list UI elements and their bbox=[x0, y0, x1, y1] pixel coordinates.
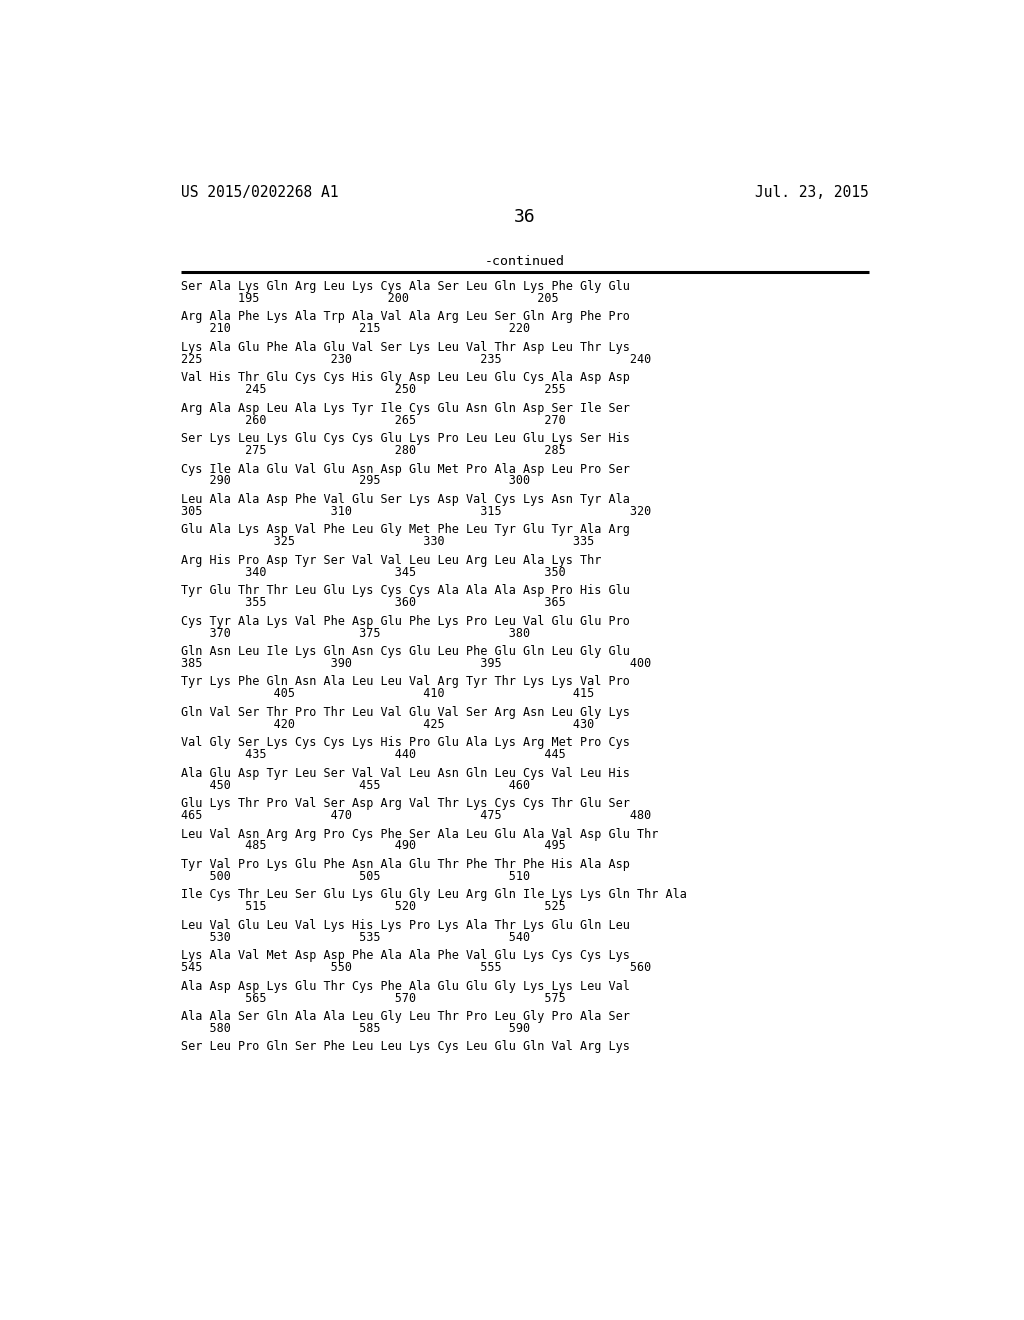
Text: Arg Ala Phe Lys Ala Trp Ala Val Ala Arg Leu Ser Gln Arg Phe Pro: Arg Ala Phe Lys Ala Trp Ala Val Ala Arg … bbox=[180, 310, 630, 323]
Text: Cys Ile Ala Glu Val Glu Asn Asp Glu Met Pro Ala Asp Leu Pro Ser: Cys Ile Ala Glu Val Glu Asn Asp Glu Met … bbox=[180, 462, 630, 475]
Text: Tyr Val Pro Lys Glu Phe Asn Ala Glu Thr Phe Thr Phe His Ala Asp: Tyr Val Pro Lys Glu Phe Asn Ala Glu Thr … bbox=[180, 858, 630, 871]
Text: Ala Glu Asp Tyr Leu Ser Val Val Leu Asn Gln Leu Cys Val Leu His: Ala Glu Asp Tyr Leu Ser Val Val Leu Asn … bbox=[180, 767, 630, 780]
Text: Val Gly Ser Lys Cys Cys Lys His Pro Glu Ala Lys Arg Met Pro Cys: Val Gly Ser Lys Cys Cys Lys His Pro Glu … bbox=[180, 737, 630, 750]
Text: 290                  295                  300: 290 295 300 bbox=[180, 474, 529, 487]
Text: 515                  520                  525: 515 520 525 bbox=[180, 900, 565, 913]
Text: Arg His Pro Asp Tyr Ser Val Val Leu Leu Arg Leu Ala Lys Thr: Arg His Pro Asp Tyr Ser Val Val Leu Leu … bbox=[180, 554, 601, 566]
Text: -continued: -continued bbox=[484, 255, 565, 268]
Text: 36: 36 bbox=[514, 209, 536, 227]
Text: 305                  310                  315                  320: 305 310 315 320 bbox=[180, 506, 651, 517]
Text: 385                  390                  395                  400: 385 390 395 400 bbox=[180, 657, 651, 671]
Text: Glu Ala Lys Asp Val Phe Leu Gly Met Phe Leu Tyr Glu Tyr Ala Arg: Glu Ala Lys Asp Val Phe Leu Gly Met Phe … bbox=[180, 524, 630, 536]
Text: Ser Lys Leu Lys Glu Cys Cys Glu Lys Pro Leu Leu Glu Lys Ser His: Ser Lys Leu Lys Glu Cys Cys Glu Lys Pro … bbox=[180, 432, 630, 445]
Text: 580                  585                  590: 580 585 590 bbox=[180, 1022, 529, 1035]
Text: 245                  250                  255: 245 250 255 bbox=[180, 383, 565, 396]
Text: 210                  215                  220: 210 215 220 bbox=[180, 322, 529, 335]
Text: 340                  345                  350: 340 345 350 bbox=[180, 566, 565, 578]
Text: Leu Val Glu Leu Val Lys His Lys Pro Lys Ala Thr Lys Glu Gln Leu: Leu Val Glu Leu Val Lys His Lys Pro Lys … bbox=[180, 919, 630, 932]
Text: Gln Val Ser Thr Pro Thr Leu Val Glu Val Ser Arg Asn Leu Gly Lys: Gln Val Ser Thr Pro Thr Leu Val Glu Val … bbox=[180, 706, 630, 719]
Text: Ser Ala Lys Gln Arg Leu Lys Cys Ala Ser Leu Gln Lys Phe Gly Glu: Ser Ala Lys Gln Arg Leu Lys Cys Ala Ser … bbox=[180, 280, 630, 293]
Text: 545                  550                  555                  560: 545 550 555 560 bbox=[180, 961, 651, 974]
Text: 260                  265                  270: 260 265 270 bbox=[180, 413, 565, 426]
Text: Ala Asp Asp Lys Glu Thr Cys Phe Ala Glu Glu Gly Lys Lys Leu Val: Ala Asp Asp Lys Glu Thr Cys Phe Ala Glu … bbox=[180, 979, 630, 993]
Text: 405                  410                  415: 405 410 415 bbox=[180, 688, 594, 701]
Text: Ile Cys Thr Leu Ser Glu Lys Glu Gly Leu Arg Gln Ile Lys Lys Gln Thr Ala: Ile Cys Thr Leu Ser Glu Lys Glu Gly Leu … bbox=[180, 888, 686, 902]
Text: Val His Thr Glu Cys Cys His Gly Asp Leu Leu Glu Cys Ala Asp Asp: Val His Thr Glu Cys Cys His Gly Asp Leu … bbox=[180, 371, 630, 384]
Text: 355                  360                  365: 355 360 365 bbox=[180, 597, 565, 609]
Text: US 2015/0202268 A1: US 2015/0202268 A1 bbox=[180, 185, 338, 201]
Text: 565                  570                  575: 565 570 575 bbox=[180, 991, 565, 1005]
Text: 225                  230                  235                  240: 225 230 235 240 bbox=[180, 352, 651, 366]
Text: 420                  425                  430: 420 425 430 bbox=[180, 718, 594, 731]
Text: 325                  330                  335: 325 330 335 bbox=[180, 536, 594, 548]
Text: 500                  505                  510: 500 505 510 bbox=[180, 870, 529, 883]
Text: 530                  535                  540: 530 535 540 bbox=[180, 931, 529, 944]
Text: 465                  470                  475                  480: 465 470 475 480 bbox=[180, 809, 651, 822]
Text: Leu Val Asn Arg Arg Pro Cys Phe Ser Ala Leu Glu Ala Val Asp Glu Thr: Leu Val Asn Arg Arg Pro Cys Phe Ser Ala … bbox=[180, 828, 658, 841]
Text: 275                  280                  285: 275 280 285 bbox=[180, 444, 565, 457]
Text: Ser Leu Pro Gln Ser Phe Leu Leu Lys Cys Leu Glu Gln Val Arg Lys: Ser Leu Pro Gln Ser Phe Leu Leu Lys Cys … bbox=[180, 1040, 630, 1053]
Text: Arg Ala Asp Leu Ala Lys Tyr Ile Cys Glu Asn Gln Asp Ser Ile Ser: Arg Ala Asp Leu Ala Lys Tyr Ile Cys Glu … bbox=[180, 401, 630, 414]
Text: 195                  200                  205: 195 200 205 bbox=[180, 292, 558, 305]
Text: 435                  440                  445: 435 440 445 bbox=[180, 748, 565, 762]
Text: 370                  375                  380: 370 375 380 bbox=[180, 627, 529, 640]
Text: Cys Tyr Ala Lys Val Phe Asp Glu Phe Lys Pro Leu Val Glu Glu Pro: Cys Tyr Ala Lys Val Phe Asp Glu Phe Lys … bbox=[180, 615, 630, 627]
Text: Lys Ala Glu Phe Ala Glu Val Ser Lys Leu Val Thr Asp Leu Thr Lys: Lys Ala Glu Phe Ala Glu Val Ser Lys Leu … bbox=[180, 341, 630, 354]
Text: Tyr Glu Thr Thr Leu Glu Lys Cys Cys Ala Ala Ala Asp Pro His Glu: Tyr Glu Thr Thr Leu Glu Lys Cys Cys Ala … bbox=[180, 585, 630, 597]
Text: Gln Asn Leu Ile Lys Gln Asn Cys Glu Leu Phe Glu Gln Leu Gly Glu: Gln Asn Leu Ile Lys Gln Asn Cys Glu Leu … bbox=[180, 645, 630, 659]
Text: Glu Lys Thr Pro Val Ser Asp Arg Val Thr Lys Cys Cys Thr Glu Ser: Glu Lys Thr Pro Val Ser Asp Arg Val Thr … bbox=[180, 797, 630, 810]
Text: 450                  455                  460: 450 455 460 bbox=[180, 779, 529, 792]
Text: 485                  490                  495: 485 490 495 bbox=[180, 840, 565, 853]
Text: Ala Ala Ser Gln Ala Ala Leu Gly Leu Thr Pro Leu Gly Pro Ala Ser: Ala Ala Ser Gln Ala Ala Leu Gly Leu Thr … bbox=[180, 1010, 630, 1023]
Text: Tyr Lys Phe Gln Asn Ala Leu Leu Val Arg Tyr Thr Lys Lys Val Pro: Tyr Lys Phe Gln Asn Ala Leu Leu Val Arg … bbox=[180, 676, 630, 689]
Text: Jul. 23, 2015: Jul. 23, 2015 bbox=[755, 185, 869, 201]
Text: Lys Ala Val Met Asp Asp Phe Ala Ala Phe Val Glu Lys Cys Cys Lys: Lys Ala Val Met Asp Asp Phe Ala Ala Phe … bbox=[180, 949, 630, 962]
Text: Leu Ala Ala Asp Phe Val Glu Ser Lys Asp Val Cys Lys Asn Tyr Ala: Leu Ala Ala Asp Phe Val Glu Ser Lys Asp … bbox=[180, 492, 630, 506]
